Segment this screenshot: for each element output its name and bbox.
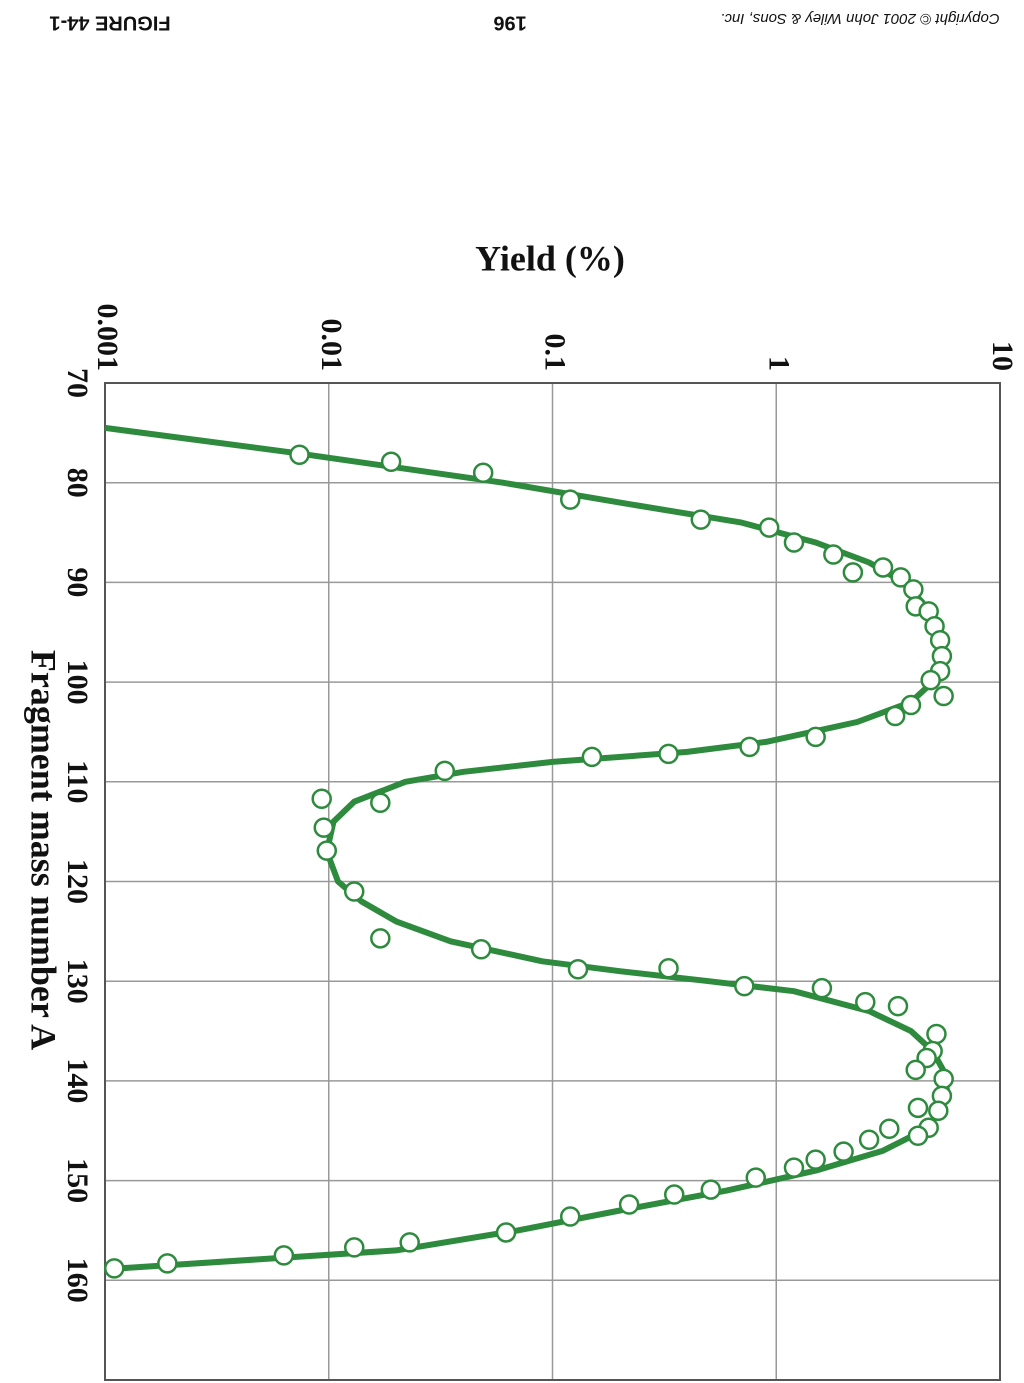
x-tick-label: 160 <box>61 1258 94 1303</box>
data-point <box>663 1184 685 1205</box>
data-point <box>884 705 906 727</box>
y-axis-title: Yield (%) <box>475 238 625 278</box>
y-tick-label: 0.001 <box>91 304 124 372</box>
data-point <box>920 669 941 691</box>
data-point <box>316 840 338 861</box>
data-point <box>907 1097 929 1119</box>
data-point <box>311 788 332 809</box>
page-number: 196 <box>493 12 526 34</box>
x-tick-label: 110 <box>61 760 94 803</box>
data-point <box>855 991 876 1013</box>
data-point <box>833 1141 854 1162</box>
data-point <box>380 451 402 473</box>
data-point <box>842 562 864 583</box>
y-tick-label: 0.01 <box>315 319 348 372</box>
data-point <box>734 975 755 997</box>
data-point <box>104 1258 125 1279</box>
data-point <box>658 957 679 979</box>
data-point <box>823 544 844 565</box>
fit-curve <box>104 424 951 1273</box>
x-tick-label: 150 <box>61 1158 94 1203</box>
y-tick-label: 10 <box>986 341 1019 371</box>
data-point <box>559 489 581 510</box>
data-point <box>559 1206 581 1227</box>
data-point <box>879 1118 900 1140</box>
data-point <box>313 817 335 838</box>
data-point <box>890 567 911 588</box>
data-point <box>739 736 760 758</box>
data-point <box>434 760 456 782</box>
data-point <box>343 1237 365 1258</box>
data-point <box>289 444 310 466</box>
data-point <box>370 792 391 813</box>
x-tick-label: 70 <box>61 368 94 398</box>
x-tick-label: 80 <box>61 468 94 498</box>
y-tick-label: 1 <box>762 356 795 371</box>
data-point <box>618 1194 640 1215</box>
data-point <box>470 939 492 960</box>
data-point <box>700 1179 722 1200</box>
data-point <box>495 1222 517 1243</box>
copyright: Copyright © 2001 John Wiley & Sons, Inc. <box>720 10 999 27</box>
data-point <box>933 1068 954 1090</box>
data-point <box>399 1232 420 1253</box>
data-point <box>343 881 365 902</box>
data-point <box>858 1129 880 1150</box>
data-point <box>805 1149 826 1170</box>
x-tick-label: 130 <box>61 959 94 1004</box>
data-point <box>783 1157 805 1178</box>
x-tick-label: 90 <box>61 567 94 597</box>
data-point <box>581 746 603 768</box>
data-point <box>933 685 954 707</box>
plot-frame <box>104 382 1001 1381</box>
data-point <box>273 1245 295 1266</box>
x-tick-label: 140 <box>61 1058 94 1103</box>
x-tick-label: 120 <box>61 859 94 904</box>
data-point <box>567 958 589 980</box>
data-point <box>758 517 780 538</box>
data-point <box>805 726 826 748</box>
data-point <box>745 1167 767 1188</box>
data-point <box>811 977 833 999</box>
data-point <box>370 928 391 949</box>
data-point <box>928 1100 949 1122</box>
x-tick-label: 100 <box>61 660 94 705</box>
data-point <box>926 1023 947 1045</box>
x-axis-title: Fragment mass number A <box>24 650 64 1050</box>
data-point <box>907 1125 929 1146</box>
data-point <box>900 694 922 716</box>
data-point <box>690 509 712 530</box>
data-point <box>157 1253 178 1274</box>
data-point <box>872 557 894 578</box>
data-point <box>903 579 924 600</box>
figure-number: FIGURE 44-1 <box>49 12 170 34</box>
data-point <box>887 995 909 1017</box>
data-point <box>658 743 679 765</box>
y-tick-label: 0.1 <box>539 334 572 372</box>
data-point <box>905 1059 926 1081</box>
data-point <box>472 462 494 483</box>
data-point <box>783 532 805 553</box>
